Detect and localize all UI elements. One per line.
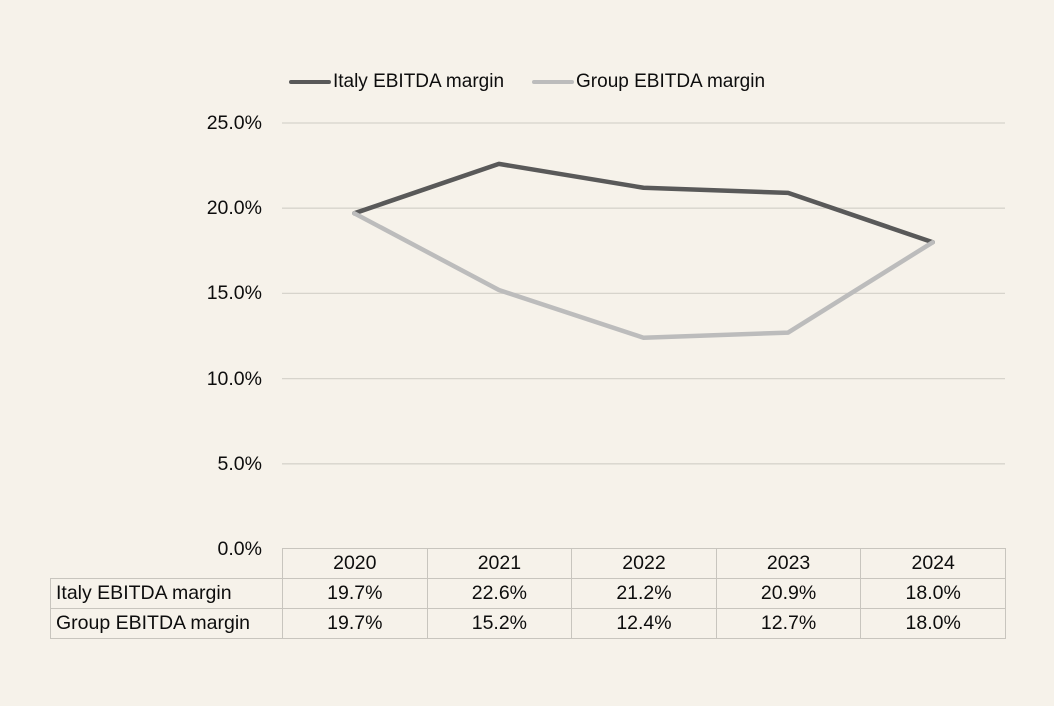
table-cell: 20.9%: [715, 578, 862, 609]
table-row-italy: Italy EBITDA margin 19.7% 22.6% 21.2% 20…: [50, 578, 1006, 609]
chart-legend: Italy EBITDA margin Group EBITDA margin: [0, 69, 1054, 95]
y-axis-tick-10: 10.0%: [206, 368, 262, 390]
year-header: 2022: [571, 548, 717, 579]
italy-line-swatch-icon: [288, 79, 331, 85]
year-header: 2023: [715, 548, 862, 579]
data-table: 2020 2021 2022 2023 2024 Italy EBITDA ma…: [50, 548, 1006, 639]
table-cell: 19.7%: [282, 578, 428, 609]
year-header: 2021: [426, 548, 573, 579]
y-axis-tick-15: 15.0%: [206, 282, 262, 304]
year-header: 2024: [860, 548, 1006, 579]
table-cell: 22.6%: [426, 578, 573, 609]
legend-label-italy: Italy EBITDA margin: [332, 71, 505, 92]
group-line-swatch-icon: [532, 79, 575, 85]
y-axis-tick-20: 20.0%: [206, 197, 262, 219]
table-cell: 19.7%: [282, 608, 428, 639]
table-cell: 21.2%: [571, 578, 717, 609]
table-cell: 12.7%: [715, 608, 862, 639]
table-row-group: Group EBITDA margin 19.7% 15.2% 12.4% 12…: [50, 608, 1006, 639]
row-label-group: Group EBITDA margin: [50, 608, 283, 639]
legend-item-group: Group EBITDA margin: [532, 69, 765, 95]
y-axis-tick-5: 5.0%: [217, 453, 262, 475]
table-header-row: 2020 2021 2022 2023 2024: [51, 548, 1006, 579]
table-corner-cell: [51, 549, 283, 579]
row-label-italy: Italy EBITDA margin: [50, 578, 283, 609]
year-header: 2020: [282, 548, 428, 579]
table-cell: 18.0%: [860, 608, 1006, 639]
table-cell: 15.2%: [426, 608, 573, 639]
table-cell: 18.0%: [860, 578, 1006, 609]
y-axis-tick-25: 25.0%: [206, 112, 262, 134]
legend-label-group: Group EBITDA margin: [576, 71, 766, 92]
y-axis-tick-0: 0.0%: [217, 538, 262, 560]
legend-item-italy: Italy EBITDA margin: [288, 69, 505, 95]
table-cell: 12.4%: [571, 608, 717, 639]
